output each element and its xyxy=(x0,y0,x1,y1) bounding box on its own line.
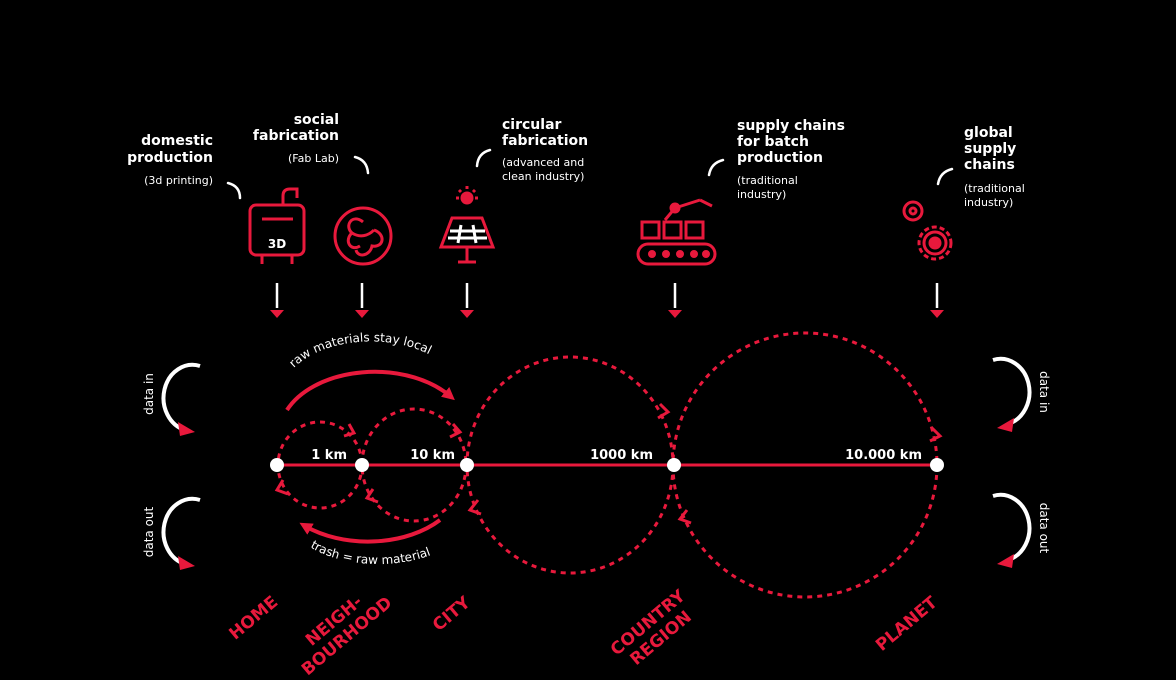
title-line: production xyxy=(737,150,823,166)
subtitle-line: (Fab Lab) xyxy=(288,152,339,165)
arrowhead xyxy=(997,554,1014,568)
down-arrow-head xyxy=(930,310,944,318)
scale-label-city: CITY xyxy=(429,592,475,635)
title-line: global xyxy=(964,125,1013,141)
title-line: supply xyxy=(964,141,1016,157)
scale-label-line: HOME xyxy=(225,592,282,644)
distance-label: 1000 km xyxy=(590,448,653,463)
subtitle-line: clean industry) xyxy=(502,170,584,183)
data-out-label-left: data out xyxy=(142,506,156,557)
title-line: social xyxy=(294,112,339,128)
arrowhead xyxy=(929,426,943,443)
scale-label-home: HOME xyxy=(225,592,282,644)
scale-label-country: COUNTRY REGION xyxy=(607,586,696,670)
arrowhead xyxy=(274,479,289,496)
down-arrow-head xyxy=(270,310,284,318)
3d-printer-label: 3D xyxy=(268,237,286,251)
title-line: chains xyxy=(964,157,1015,173)
subtitle-line: industry) xyxy=(964,196,1013,209)
title-line: for batch xyxy=(737,134,809,150)
production-type-batch: supply chains for batch production (trad… xyxy=(707,118,845,201)
raw-materials-arrow xyxy=(285,369,455,412)
trash-arrow xyxy=(299,518,442,544)
data-out-label-right: data out xyxy=(1037,503,1051,554)
production-type-social: social fabrication (Fab Lab) xyxy=(253,112,370,175)
data-in-label-right: data in xyxy=(1037,371,1051,413)
subtitle-line: (traditional xyxy=(737,174,798,187)
title-line: production xyxy=(127,150,213,166)
title-line: domestic xyxy=(141,133,213,149)
production-type-global: global supply chains (traditional indust… xyxy=(936,125,1025,209)
raw-materials-label: raw materials stay local xyxy=(286,330,434,370)
data-in-arrow-right xyxy=(992,356,1032,426)
down-arrows xyxy=(270,283,944,318)
fab-lab-icon xyxy=(333,206,393,266)
arrowhead xyxy=(449,423,463,439)
country-node xyxy=(667,458,681,472)
distance-nodes xyxy=(270,458,944,472)
title-line: fabrication xyxy=(502,133,588,149)
distance-label: 10 km xyxy=(410,448,455,463)
neighbourhood-node xyxy=(355,458,369,472)
scale-label-line: CITY xyxy=(429,592,475,635)
data-in-label-left: data in xyxy=(142,373,156,415)
distance-label: 10.000 km xyxy=(845,448,922,463)
gears-icon xyxy=(902,200,953,261)
arrowhead xyxy=(364,488,379,504)
robot-assembly-line-icon xyxy=(636,198,717,266)
arrowhead xyxy=(343,423,357,438)
planet-node xyxy=(930,458,944,472)
data-in-arrow-left xyxy=(161,362,201,432)
subtitle-line: (traditional xyxy=(964,182,1025,195)
arrowhead xyxy=(178,422,195,436)
data-out-arrow-left xyxy=(161,496,201,566)
subtitle-line: industry) xyxy=(737,188,786,201)
circle-arrowheads xyxy=(274,402,943,525)
down-arrow-head xyxy=(668,310,682,318)
title-line: circular xyxy=(502,117,562,133)
solar-panel-icon xyxy=(438,186,496,264)
home-node xyxy=(270,458,284,472)
subtitle-line: (advanced and xyxy=(502,156,584,169)
arrowhead xyxy=(677,509,692,525)
arrowhead xyxy=(997,418,1014,432)
down-arrow-head xyxy=(355,310,369,318)
title-line: supply chains xyxy=(737,118,845,134)
arrowhead xyxy=(178,556,195,570)
arrowhead xyxy=(467,499,482,516)
data-out-arrow-right xyxy=(992,492,1032,562)
scale-label-line: PLANET xyxy=(872,593,942,656)
arrowhead xyxy=(657,402,671,420)
production-type-circular: circular fabrication (advanced and clean… xyxy=(475,117,588,183)
title-line: fabrication xyxy=(253,128,339,144)
distance-label: 1 km xyxy=(311,448,347,463)
3d-printer-icon: 3D xyxy=(248,187,306,264)
scale-label-planet: PLANET xyxy=(872,593,942,656)
scale-label-neighbourhood: NEIGH- BOURHOOD xyxy=(298,592,396,680)
down-arrow-head xyxy=(460,310,474,318)
city-node xyxy=(460,458,474,472)
subtitle-line: (3d printing) xyxy=(144,174,213,187)
production-type-domestic: domestic production (3d printing) xyxy=(127,133,242,200)
